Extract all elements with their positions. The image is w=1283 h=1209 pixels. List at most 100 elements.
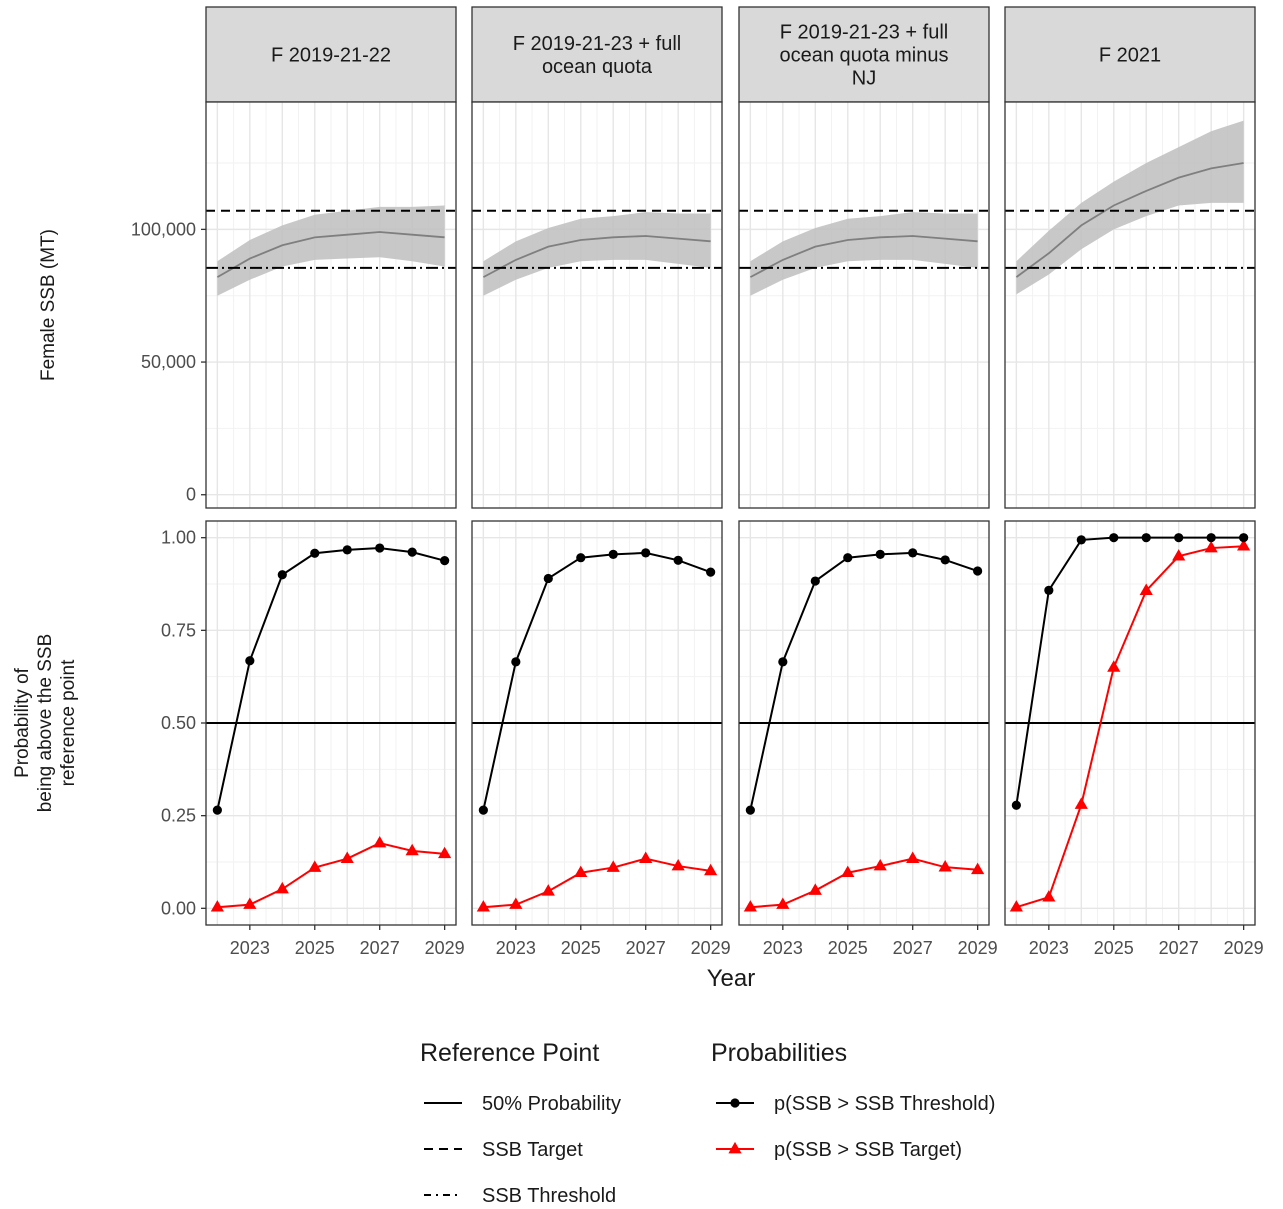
facet-strip: [738, 6, 990, 103]
p-target-point: [606, 860, 620, 872]
p-target-point: [476, 900, 490, 912]
probability-panel: [471, 520, 723, 926]
p-threshold-point: [576, 553, 586, 563]
p-threshold-point: [1206, 533, 1216, 543]
facet-strip: [471, 6, 723, 103]
p-target-point: [704, 863, 718, 876]
p-threshold-point: [440, 556, 450, 566]
ssb-panel: [1004, 101, 1256, 509]
legend-title-reference-point: Reference Point: [420, 1039, 599, 1067]
x-tick-label: 2027: [1159, 938, 1199, 958]
facet-strip-label: F 2019-21-23 + full: [780, 22, 948, 44]
y-tick-label: 50,000: [141, 352, 196, 372]
p-threshold-point: [1174, 533, 1184, 543]
p-target-point: [574, 865, 588, 878]
probability-panel: [1004, 520, 1256, 926]
series-p-threshold-line: [216, 547, 445, 811]
p-target-point: [1139, 583, 1153, 596]
legend-label: p(SSB > SSB Target): [774, 1139, 962, 1161]
p-threshold-point: [1109, 533, 1119, 543]
facet-strip-label: F 2019-21-23 + full: [513, 33, 681, 55]
x-tick-label: 2023: [1029, 938, 1069, 958]
p-target-point: [639, 851, 653, 863]
p-threshold-point: [843, 553, 853, 563]
p-target-point: [340, 851, 354, 863]
p-threshold-point: [745, 805, 755, 815]
facet-strip: [1004, 6, 1256, 103]
facet-strip-label: NJ: [852, 68, 876, 90]
y-tick-label: 1.00: [161, 528, 196, 548]
legend-label: SSB Threshold: [482, 1185, 616, 1207]
x-tick-label: 2025: [828, 938, 868, 958]
p-target-point: [1172, 549, 1186, 561]
panel-border: [738, 101, 990, 509]
x-tick-label: 2025: [1094, 938, 1134, 958]
p-threshold-point: [1044, 585, 1054, 595]
y-axis-title-ssb: Female SSB (MT): [38, 229, 59, 381]
p-target-point: [1107, 660, 1121, 672]
ssb-panel: [738, 101, 990, 509]
x-axis-title: Year: [707, 965, 756, 992]
x-tick-label: 2027: [893, 938, 933, 958]
p-target-point: [1204, 540, 1218, 553]
p-target-point: [243, 897, 257, 909]
p-target-point: [743, 900, 757, 912]
p-target-point: [1074, 797, 1088, 809]
legend-title-probabilities: Probabilities: [711, 1039, 847, 1067]
series-p-target-line: [217, 842, 445, 909]
p-target-point: [210, 900, 224, 912]
panel-border: [1004, 520, 1256, 926]
p-threshold-point: [277, 570, 287, 580]
p-target-point: [438, 846, 452, 859]
legend: Reference Point 50% Probability SSB Target…: [420, 1039, 995, 1207]
p-threshold-point: [608, 549, 618, 559]
p-threshold-point: [375, 543, 385, 553]
p-target-point: [308, 860, 322, 872]
facet-4: F 2021 2023 2025 2027 2029: [1004, 6, 1264, 958]
x-tick-label: 2023: [496, 938, 536, 958]
p-threshold-point: [1076, 535, 1086, 545]
x-tick-label: 2023: [230, 938, 270, 958]
panel-border: [738, 520, 990, 926]
probability-panel: [738, 520, 990, 926]
p-threshold-point: [706, 567, 716, 577]
legend-label: p(SSB > SSB Threshold): [774, 1093, 995, 1115]
ssb-confidence-ribbon: [1016, 120, 1244, 295]
facet-strip-label: F 2019-21-22: [271, 45, 391, 67]
panel-border: [1004, 101, 1256, 509]
y-tick-label: 0.75: [161, 620, 196, 640]
facet-1: F 2019-21-22 2023 2025 2027 2029: [205, 6, 465, 958]
x-tick-label: 2027: [626, 938, 666, 958]
x-tick-label: 2023: [763, 938, 803, 958]
p-target-point: [1237, 539, 1251, 551]
p-target-point: [509, 897, 523, 909]
ssb-panel: [471, 101, 723, 509]
facet-strip-label: F 2021: [1099, 45, 1161, 67]
legend-key-marker: [728, 1141, 742, 1154]
p-threshold-point: [908, 548, 918, 558]
series-p-threshold-line: [482, 551, 711, 811]
ssb-median-line: [1015, 162, 1244, 278]
legend-label: 50% Probability: [482, 1093, 621, 1115]
p-threshold-point: [478, 805, 488, 815]
ssb-median-line: [216, 231, 445, 278]
panel-border: [471, 520, 723, 926]
p-target-point: [671, 858, 685, 871]
p-threshold-point: [1141, 533, 1151, 543]
x-tick-label: 2029: [958, 938, 998, 958]
series-p-target-line: [483, 857, 711, 909]
facet-strip-label: ocean quota: [542, 56, 653, 78]
x-tick-label: 2029: [1224, 938, 1264, 958]
y-axis-title-probability: being above the SSB: [35, 634, 56, 813]
p-threshold-point: [310, 548, 320, 558]
p-threshold-point: [673, 555, 683, 565]
p-threshold-point: [1011, 800, 1021, 810]
y-axis-title-probability: Probability of: [12, 667, 33, 778]
p-threshold-point: [342, 545, 352, 555]
p-target-point: [808, 883, 822, 895]
y-tick-label: 0.00: [161, 898, 196, 918]
p-threshold-point: [778, 657, 788, 667]
p-target-point: [841, 865, 855, 878]
